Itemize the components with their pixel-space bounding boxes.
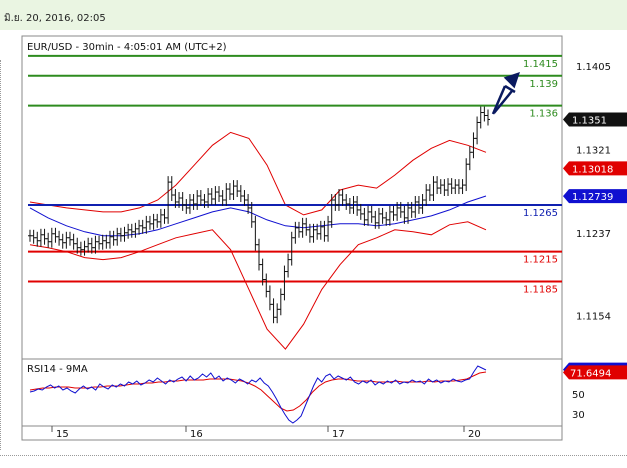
price-panel xyxy=(21,35,563,360)
rsi-line xyxy=(29,365,487,424)
price-tag-1: 1.13018 xyxy=(572,164,613,175)
time-label-3: 20 xyxy=(468,429,481,440)
forecast-arrow-icon xyxy=(493,72,520,114)
price-tag-bg-2 xyxy=(563,189,627,204)
forecast-arrow-left xyxy=(491,85,507,115)
price-tag-0: 1.1351 xyxy=(572,115,607,126)
time-label-0: 15 xyxy=(56,429,69,440)
level-label-0: 1.1415 xyxy=(523,59,558,70)
top-bar: มิ.ย. 20, 2016, 02:05 xyxy=(0,0,627,30)
price-tag-2: 1.12739 xyxy=(572,192,613,203)
price-tick-2: 1.1237 xyxy=(576,229,611,240)
rsi-panel xyxy=(21,358,563,427)
rsi-tag-1: 71.6494 xyxy=(570,368,611,379)
price-tag-bg-1 xyxy=(563,161,627,176)
chart-title: EUR/USD - 30min - 4:05:01 AM (UTC+2) xyxy=(27,42,227,53)
level-label-1: 1.139 xyxy=(529,79,558,90)
price-tick-3: 1.1154 xyxy=(576,311,611,322)
rsi-tag-bg-1 xyxy=(563,365,627,380)
rsi-lines xyxy=(29,365,487,424)
price-bars xyxy=(28,106,490,324)
time-label-1: 16 xyxy=(190,429,203,440)
rsi-tick-1: 30 xyxy=(572,410,585,421)
time-label-2: 17 xyxy=(332,429,345,440)
dotted-border-bottom xyxy=(0,455,627,457)
price-tick-0: 1.1405 xyxy=(576,62,611,73)
rsi-title: RSI14 - 9MA xyxy=(27,364,88,375)
level-label-2: 1.136 xyxy=(529,109,558,120)
axis-labels: 1.1405 1.1321 1.1237 1.1154 1.1351 1.13018 1.1… xyxy=(51,62,627,440)
forecast-arrow-mid xyxy=(504,84,516,94)
dotted-border-left xyxy=(0,60,2,450)
level-lines: 1.1415 1.139 1.136 1.1265 1.1215 1.1185 xyxy=(28,54,562,295)
level-label-4: 1.1215 xyxy=(523,255,558,266)
time-axis-panel xyxy=(21,425,563,441)
bollinger-upper-line xyxy=(29,131,487,216)
bollinger-lower-line xyxy=(29,221,487,350)
level-label-5: 1.1185 xyxy=(523,284,558,295)
timestamp: มิ.ย. 20, 2016, 02:05 xyxy=(4,13,106,24)
rsi-tick-0: 50 xyxy=(572,390,585,401)
level-label-3: 1.1265 xyxy=(523,208,558,219)
price-tag-bg-0 xyxy=(563,112,627,127)
price-tick-1: 1.1321 xyxy=(576,145,611,156)
